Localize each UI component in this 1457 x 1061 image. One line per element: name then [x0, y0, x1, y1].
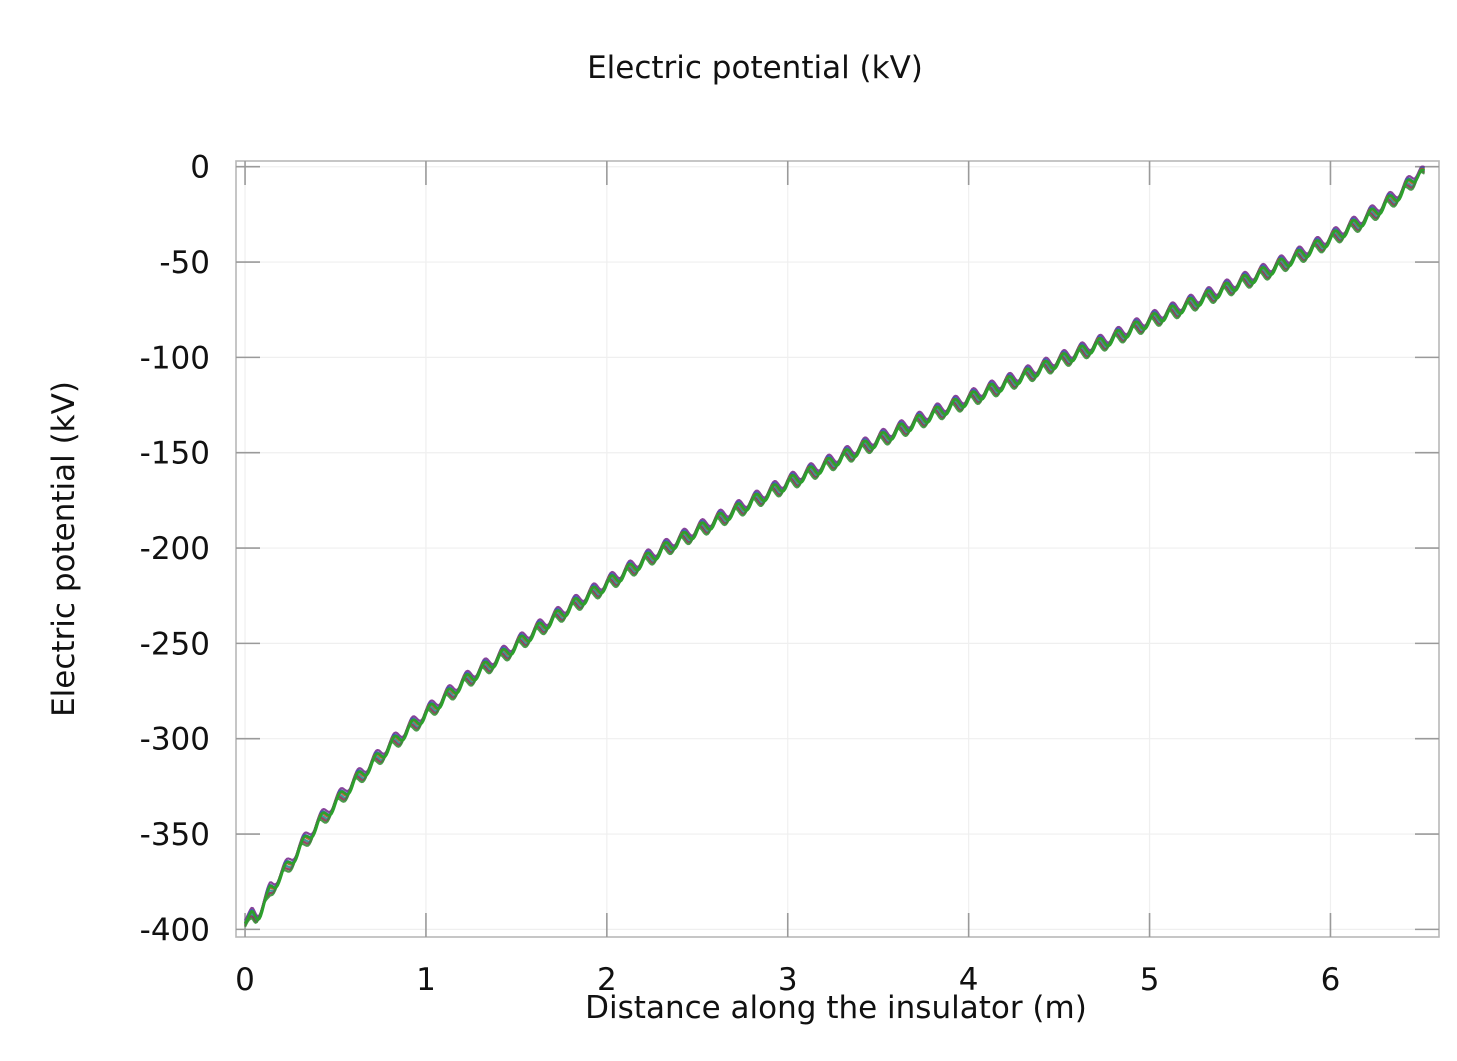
- y-axis-label: Electric potential (kV): [46, 381, 82, 717]
- tick-labels: 0 1 2 3 4 5 6 0 -50 -100 -150 -200 -250 -300 -350 -400: [140, 150, 1341, 998]
- y-tick-label: -250: [140, 626, 210, 662]
- y-tick-label: -200: [140, 531, 210, 567]
- y-tick-label: -300: [140, 722, 210, 758]
- series-lines: [243, 165, 1426, 928]
- y-tick-label: 0: [190, 150, 210, 186]
- series-line-main: [243, 168, 1425, 925]
- grid-lines: [236, 161, 1439, 937]
- plot-frame: [235, 160, 1440, 938]
- x-tick-label: 5: [1140, 962, 1160, 998]
- y-tick-label: -400: [140, 912, 210, 948]
- axis-ticks: [236, 161, 1439, 937]
- x-tick-label: 2: [597, 962, 617, 998]
- x-tick-label: 0: [235, 962, 255, 998]
- x-axis-label: Distance along the insulator (m): [585, 990, 1087, 1026]
- y-tick-label: -100: [140, 340, 210, 376]
- series-line: [244, 170, 1425, 928]
- y-tick-label: -350: [140, 817, 210, 853]
- x-tick-label: 3: [778, 962, 798, 998]
- y-tick-label: -150: [140, 436, 210, 472]
- x-tick-label: 4: [959, 962, 979, 998]
- x-tick-label: 6: [1321, 962, 1341, 998]
- y-tick-label: -50: [159, 245, 210, 281]
- x-tick-label: 1: [416, 962, 436, 998]
- chart-title: Electric potential (kV): [587, 50, 923, 86]
